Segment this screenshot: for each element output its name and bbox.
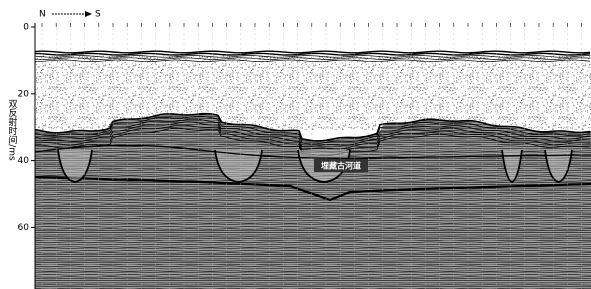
annotation-group: 埋藏古河道	[314, 159, 368, 172]
annotation: 埋藏古河道	[321, 161, 361, 171]
arrow-head	[85, 11, 92, 17]
y-tick-label: 40	[18, 156, 30, 166]
section	[35, 23, 591, 289]
y-tick-label: 20	[18, 89, 30, 99]
y-axis-label: 双反射时间/ms	[7, 99, 18, 161]
direction-start: N	[39, 10, 46, 20]
y-tick-label: 60	[18, 223, 30, 233]
seismic-profile: N S 双反射时间/ms 0 20 40 60 埋藏古河道	[0, 0, 591, 289]
stipple-zone	[35, 55, 591, 130]
direction-end: S	[95, 10, 101, 20]
y-tick-label: 0	[23, 23, 29, 33]
